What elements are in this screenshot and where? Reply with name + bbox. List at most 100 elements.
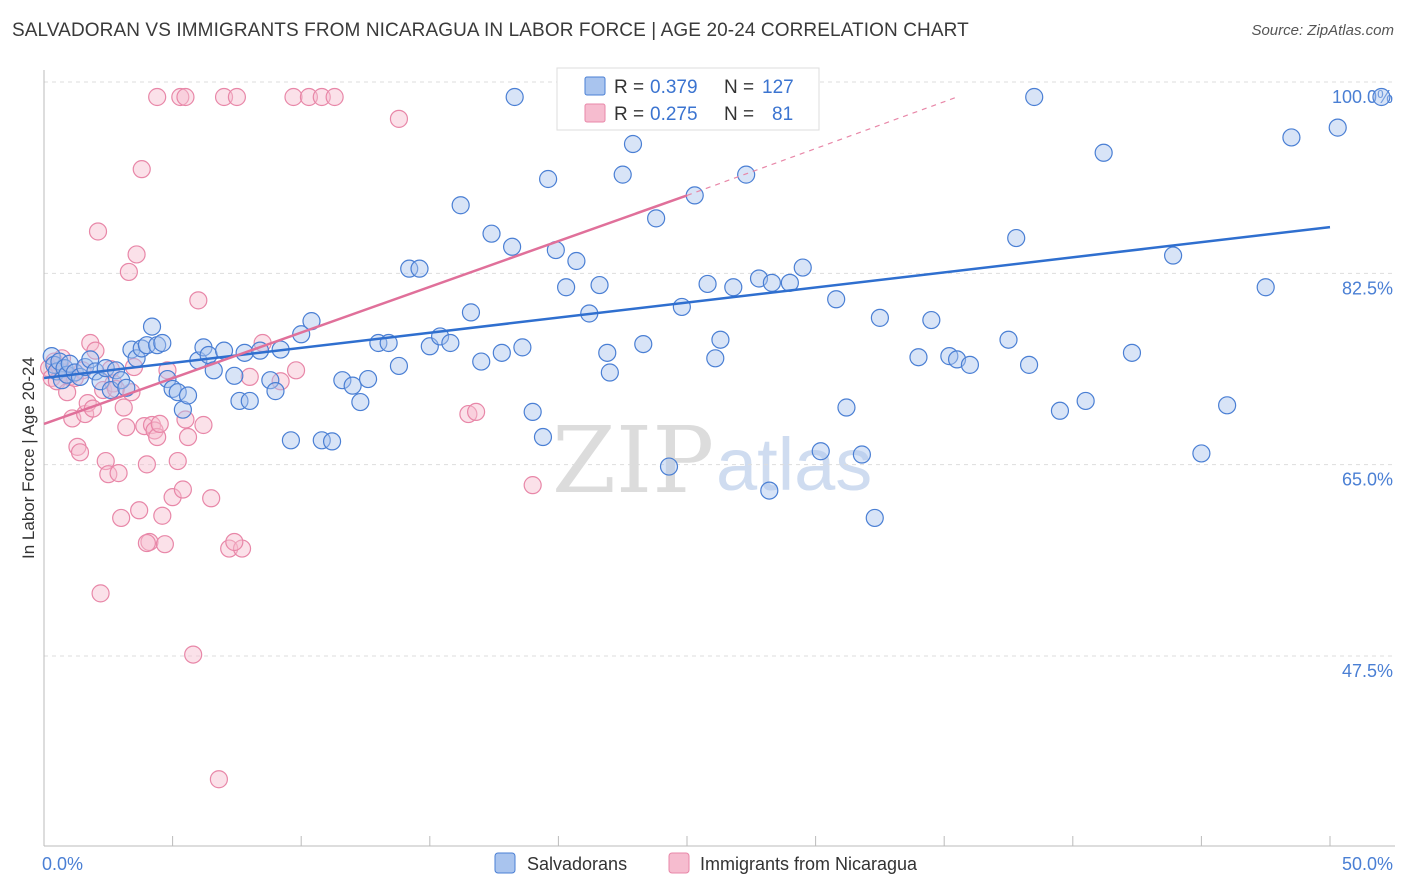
point-salvadorans [539,169,558,189]
point-salvadorans [441,333,460,353]
point-salvadorans [505,87,524,107]
point-salvadorans [623,134,643,154]
point-salvadorans [698,274,717,294]
watermark-zip: ZIP [552,407,714,514]
point-salvadorans [870,308,890,327]
point-salvadorans [461,303,481,322]
point-nicaragua [184,645,203,664]
point-salvadorans [711,330,730,349]
point-salvadorans [513,338,532,357]
point-nicaragua [117,418,136,437]
point-nicaragua [150,414,169,434]
point-nicaragua [88,222,108,241]
point-nicaragua [137,533,156,553]
point-salvadorans [1019,355,1039,374]
point-salvadorans [389,356,409,376]
point-nicaragua [227,87,246,107]
y-tick-labels: 47.5% 65.0% 82.5% 100.0% [1332,87,1393,681]
chart-title: SALVADORAN VS IMMIGRANTS FROM NICARAGUA … [12,20,969,41]
point-salvadorans [1256,278,1275,297]
point-salvadorans [230,391,249,411]
point-nicaragua [284,87,303,107]
point-nicaragua [70,443,90,462]
point-nicaragua [114,398,133,417]
legend-n-label-salvadorans: N = [724,77,754,98]
point-nicaragua [214,87,234,107]
point-salvadorans [60,354,79,373]
series-legend: Salvadorans Immigrants from Nicaragua [494,852,918,874]
bottom-legend-swatch-salvadorans [494,852,516,874]
legend-n-value-salvadorans: 127 [762,77,794,98]
point-nicaragua [325,87,344,107]
point-salvadorans [281,431,301,450]
bottom-legend-label-nicaragua: Immigrants from Nicaragua [700,854,918,874]
point-nicaragua [155,535,174,554]
y-tick-label: 65.0% [1342,470,1393,490]
point-salvadorans [322,432,342,451]
point-salvadorans [1007,228,1026,248]
point-salvadorans [557,278,576,297]
point-salvadorans [685,186,704,205]
point-salvadorans [1094,143,1113,162]
point-salvadorans [1328,118,1347,137]
point-salvadorans [199,345,218,365]
point-salvadorans [837,398,856,417]
point-nicaragua [112,508,131,528]
point-nicaragua [109,464,128,483]
point-salvadorans [410,259,429,278]
x-axis-ticks [172,836,1331,846]
point-salvadorans [793,258,812,277]
point-nicaragua [176,87,195,107]
point-salvadorans [1122,343,1142,362]
point-salvadorans [706,349,725,368]
point-salvadorans [811,442,830,461]
legend-n-label-nicaragua: N = [724,104,754,125]
point-salvadorans [482,224,501,243]
point-salvadorans [1076,391,1095,411]
point-nicaragua [202,489,221,508]
point-salvadorans [492,343,511,362]
y-axis-title: In Labor Force | Age 20-24 [19,357,38,559]
point-salvadorans [81,350,100,369]
point-salvadorans [634,334,653,354]
point-salvadorans [659,457,679,476]
legend-r-label-nicaragua: R = [614,104,644,125]
point-nicaragua [523,476,542,495]
point-nicaragua [168,451,187,471]
point-salvadorans [400,259,419,278]
legend-r-value-nicaragua: 0.275 [650,104,698,125]
point-salvadorans [647,209,666,228]
point-salvadorans [999,330,1018,349]
trend-line-nicaragua [43,194,688,426]
point-salvadorans [762,273,781,292]
point-salvadorans [333,371,352,390]
point-salvadorans [173,400,192,419]
legend-n-value-nicaragua: 81 [772,104,793,125]
x-tick-label-min: 0.0% [42,854,83,874]
point-nicaragua [389,109,409,128]
legend-swatch-salvadorans [584,76,606,96]
bottom-legend-swatch-nicaragua [668,852,690,874]
point-nicaragua [299,87,319,107]
point-salvadorans [533,427,553,447]
point-nicaragua [171,87,190,107]
point-salvadorans [852,445,871,464]
point-nicaragua [153,506,172,525]
point-salvadorans [613,165,632,184]
point-salvadorans [163,379,182,399]
point-salvadorans [1164,246,1183,265]
point-nicaragua [209,770,228,789]
x-tick-label-max: 50.0% [1342,854,1393,874]
point-nicaragua [194,415,213,435]
y-tick-label: 82.5% [1342,278,1393,298]
point-salvadorans [153,333,172,353]
point-salvadorans [1025,87,1044,107]
point-salvadorans [672,297,691,317]
point-nicaragua [130,501,149,520]
point-nicaragua [178,427,198,447]
trend-extension-nicaragua [686,96,958,196]
point-salvadorans [737,165,756,184]
point-nicaragua [137,455,156,474]
axes [43,70,1395,847]
point-salvadorans [240,391,259,411]
